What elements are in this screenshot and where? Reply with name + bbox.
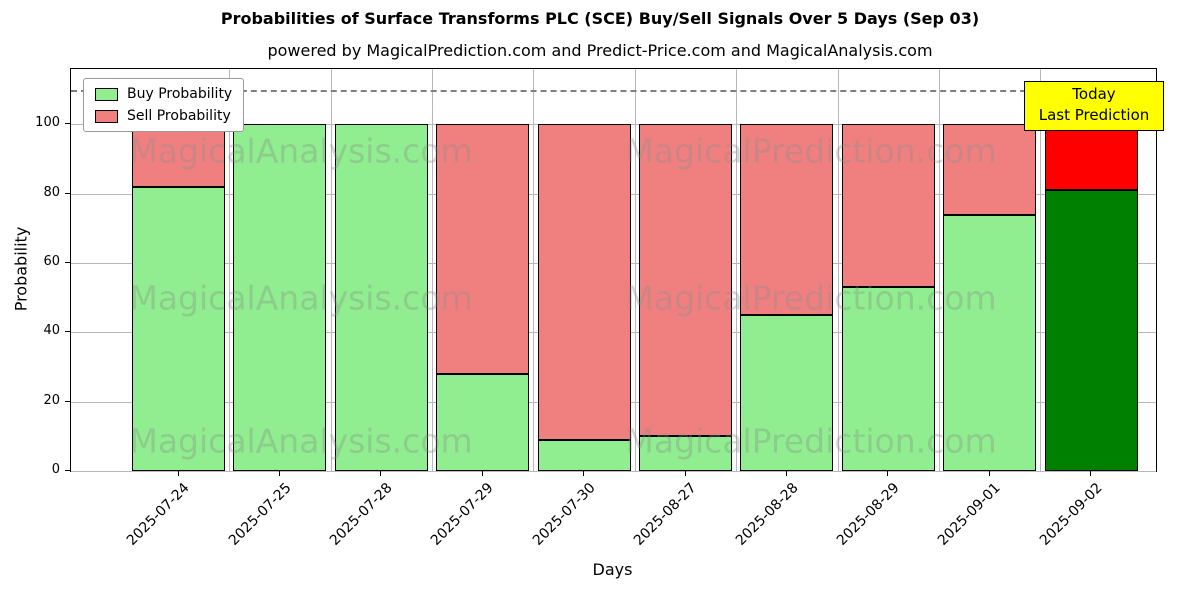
bar-buy-segment: [1044, 190, 1138, 471]
bar-buy-segment: [537, 439, 631, 471]
x-tick-label: 2025-08-29: [833, 480, 903, 549]
y-tick-label: 0: [51, 462, 60, 477]
sell-color-swatch: [95, 109, 118, 123]
bar-buy-segment: [943, 214, 1037, 471]
x-gridline: [533, 69, 535, 471]
annotation-line-today: Today: [1072, 85, 1116, 103]
x-tick-label: 2025-09-02: [1036, 480, 1106, 549]
x-tick-mark: [177, 471, 179, 476]
x-gridline: [330, 69, 332, 471]
legend-item-sell: Sell Probability: [95, 108, 232, 124]
bar-sell-segment: [943, 124, 1037, 215]
today-annotation: Today Last Prediction: [1024, 81, 1164, 131]
legend-label-sell: Sell Probability: [127, 108, 231, 124]
dashed-guide-line: [71, 89, 1156, 92]
bar-buy-segment: [132, 186, 225, 471]
y-tick-mark: [65, 400, 70, 402]
legend-label-buy: Buy Probability: [127, 86, 233, 102]
y-tick-label: 20: [43, 392, 60, 408]
x-tick-mark: [481, 471, 483, 476]
x-tick-mark: [1090, 471, 1092, 476]
x-tick-label: 2025-07-28: [326, 480, 396, 549]
bar-buy-segment: [436, 373, 530, 471]
x-tick-mark: [380, 471, 382, 476]
x-gridline: [939, 69, 940, 471]
bar-sell-segment: [132, 124, 225, 187]
bar-buy-segment: [334, 124, 428, 471]
chart-title: Probabilities of Surface Transforms PLC …: [220, 9, 980, 28]
annotation-line-last-prediction: Last Prediction: [1038, 106, 1150, 124]
x-gridline: [736, 69, 738, 471]
y-tick-label: 80: [43, 184, 60, 200]
bar-sell-segment: [1044, 124, 1138, 191]
x-tick-mark: [278, 471, 280, 476]
y-tick-mark: [65, 262, 70, 264]
bar-buy-segment: [639, 436, 732, 471]
y-tick-label: 60: [43, 254, 60, 270]
x-tick-mark: [684, 471, 686, 476]
y-gridline: [71, 471, 1156, 472]
bar-sell-segment: [841, 124, 935, 288]
x-gridline: [229, 69, 231, 471]
y-tick-mark: [65, 192, 70, 194]
x-tick-mark: [887, 471, 889, 476]
x-tick-label: 2025-07-29: [428, 480, 498, 549]
y-tick-mark: [65, 123, 70, 125]
x-gridline: [634, 69, 636, 471]
x-tick-mark: [785, 471, 787, 476]
y-tick-label: 100: [35, 115, 60, 131]
x-tick-label: 2025-08-28: [732, 480, 802, 549]
bar-sell-segment: [537, 124, 631, 440]
legend: Buy Probability Sell Probability: [83, 78, 245, 132]
x-tick-mark: [988, 471, 990, 476]
x-tick-mark: [583, 471, 585, 476]
x-gridline: [837, 69, 839, 471]
x-tick-label: 2025-09-01: [935, 480, 1005, 549]
x-tick-label: 2025-08-27: [630, 480, 700, 549]
bar-buy-segment: [841, 287, 935, 471]
bar-sell-segment: [639, 124, 732, 437]
bar-sell-segment: [740, 124, 834, 316]
chart-subtitle: powered by MagicalPrediction.com and Pre…: [267, 41, 933, 60]
bar-buy-segment: [740, 315, 834, 471]
y-tick-mark: [65, 331, 70, 333]
bar-buy-segment: [233, 124, 327, 471]
y-tick-mark: [65, 470, 70, 471]
x-tick-label: 2025-07-24: [123, 480, 193, 549]
buy-color-swatch: [95, 87, 118, 101]
x-tick-label: 2025-07-25: [225, 480, 295, 549]
x-tick-label: 2025-07-30: [529, 480, 599, 549]
x-gridline: [1040, 69, 1042, 471]
plot-area: Buy Probability Sell Probability Today L…: [70, 68, 1164, 472]
x-axis-label: Days: [592, 560, 633, 579]
x-gridline: [432, 69, 433, 471]
legend-item-buy: Buy Probability: [95, 86, 232, 102]
y-tick-label: 40: [43, 323, 60, 339]
bar-sell-segment: [436, 124, 530, 374]
